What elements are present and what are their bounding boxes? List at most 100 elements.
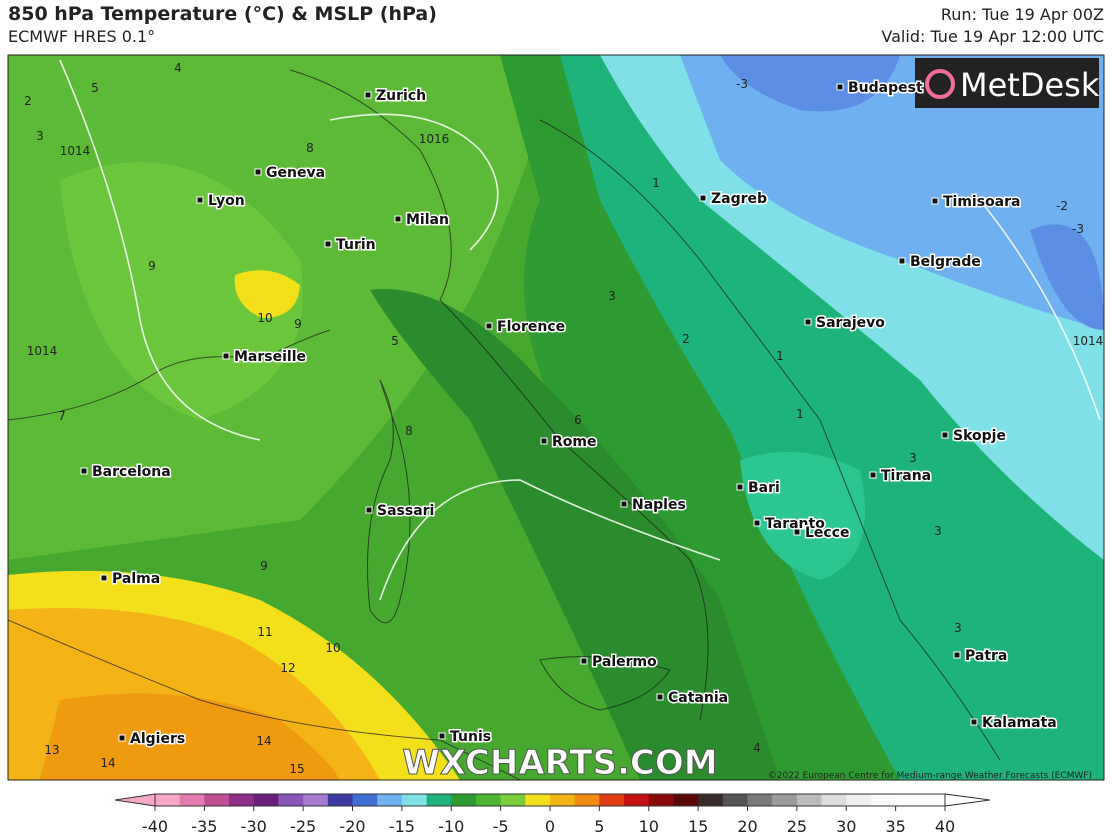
watermark: WXCHARTS.COM	[402, 743, 717, 783]
contour-label: 4	[753, 741, 761, 755]
city-marker	[736, 483, 744, 491]
colorbar-tick-label: 5	[594, 817, 604, 836]
colorbar-tick-label: 35	[885, 817, 905, 836]
city-marker	[620, 500, 628, 508]
city-marker	[540, 437, 548, 445]
city-marker	[485, 322, 493, 330]
colorbar-arrow-left	[114, 793, 156, 807]
contour-label: 9	[294, 317, 302, 331]
city-label: Timisoara	[943, 194, 1021, 210]
city-label: Zurich	[376, 88, 426, 104]
city-marker	[580, 657, 588, 665]
contour-label: 8	[405, 424, 413, 438]
city-label: Milan	[406, 212, 449, 228]
contour-label: -3	[1072, 222, 1084, 236]
colorbar-arrow-right	[944, 793, 991, 807]
colorbar-segment	[352, 794, 378, 806]
city-marker	[364, 91, 372, 99]
city-marker	[836, 83, 844, 91]
colorbar-segment	[698, 794, 724, 806]
subtitle: ECMWF HRES 0.1°	[8, 27, 155, 46]
contour-label: 1016	[419, 132, 450, 146]
contour-label: 15	[289, 762, 304, 776]
colorbar-segment	[229, 794, 255, 806]
city-label: Algiers	[130, 731, 185, 747]
city-marker	[898, 257, 906, 265]
city-marker	[941, 431, 949, 439]
city-label: Budapest	[848, 80, 923, 96]
colorbar-segment	[648, 794, 674, 806]
city-label: Palma	[112, 571, 160, 587]
city-marker	[793, 528, 801, 536]
city-marker	[254, 168, 262, 176]
city-label: Marseille	[234, 349, 306, 365]
city-label: Patra	[965, 648, 1007, 664]
logo-icon	[925, 69, 955, 99]
colorbar-segment	[747, 794, 773, 806]
contour-label: 3	[608, 289, 616, 303]
city-label: Rome	[552, 434, 596, 450]
colorbar-tick-label: -10	[438, 817, 464, 836]
city-label: Belgrade	[910, 254, 981, 270]
colorbar-tick-label: 15	[688, 817, 708, 836]
contour-label: 2	[682, 332, 690, 346]
contour-label: 1	[796, 407, 804, 421]
contour-label: 3	[909, 451, 917, 465]
colorbar-segment	[722, 794, 748, 806]
colorbar-tick-label: -20	[339, 817, 365, 836]
city-marker	[869, 471, 877, 479]
colorbar-segment	[253, 794, 279, 806]
contour-label: 9	[260, 559, 268, 573]
city-label: Kalamata	[982, 715, 1057, 731]
contour-label: 6	[574, 413, 582, 427]
city-label: Sassari	[377, 503, 434, 519]
contour-label: 14	[256, 734, 271, 748]
city-marker	[365, 506, 373, 514]
colorbar-segment	[278, 794, 304, 806]
colorbar-segment	[155, 794, 181, 806]
colorbar-segment	[550, 794, 576, 806]
city-marker	[324, 240, 332, 248]
city-label: Geneva	[266, 165, 325, 181]
colorbar-segment	[895, 794, 921, 806]
colorbar-segment	[846, 794, 872, 806]
contour-label: 8	[306, 141, 314, 155]
city-label: Palermo	[592, 654, 657, 670]
contour-label: 5	[91, 81, 99, 95]
contour-label: 1	[652, 176, 660, 190]
colorbar-tick-label: -30	[241, 817, 267, 836]
colorbar-tick-label: 0	[545, 817, 555, 836]
city-label: Turin	[336, 237, 376, 253]
colorbar-tick-label: 20	[737, 817, 757, 836]
city-marker	[804, 318, 812, 326]
contour-label: 3	[36, 129, 44, 143]
colorbar-tick-label: -5	[493, 817, 509, 836]
colorbar-segment	[796, 794, 823, 806]
city-marker	[222, 352, 230, 360]
colorbar-tick-label: -25	[290, 817, 316, 836]
colorbar-segment	[204, 794, 230, 806]
contour-label: 5	[391, 334, 399, 348]
contour-label: 4	[174, 61, 182, 75]
contour-label: 1014	[1073, 334, 1104, 348]
contour-label: 9	[148, 259, 156, 273]
colorbar-segment	[624, 794, 650, 806]
contour-label: 3	[954, 621, 962, 635]
colorbar-segment	[451, 794, 477, 806]
colorbar-segment	[179, 794, 205, 806]
colorbar-segment	[772, 794, 798, 806]
city-label: Tirana	[881, 468, 931, 484]
colorbar-tick-label: 40	[935, 817, 955, 836]
city-label: Taranto	[765, 516, 825, 532]
city-marker	[753, 519, 761, 527]
contour-label: 11	[257, 625, 272, 639]
city-label: Florence	[497, 319, 565, 335]
colorbar-tick-label: 30	[836, 817, 856, 836]
title: 850 hPa Temperature (°C) & MSLP (hPa)	[8, 3, 437, 25]
colorbar-segment	[475, 794, 502, 806]
colorbar-segment	[920, 794, 946, 806]
colorbar-segment	[599, 794, 625, 806]
contour-label: 12	[280, 661, 295, 675]
city-marker	[699, 194, 707, 202]
colorbar-segment	[426, 794, 452, 806]
